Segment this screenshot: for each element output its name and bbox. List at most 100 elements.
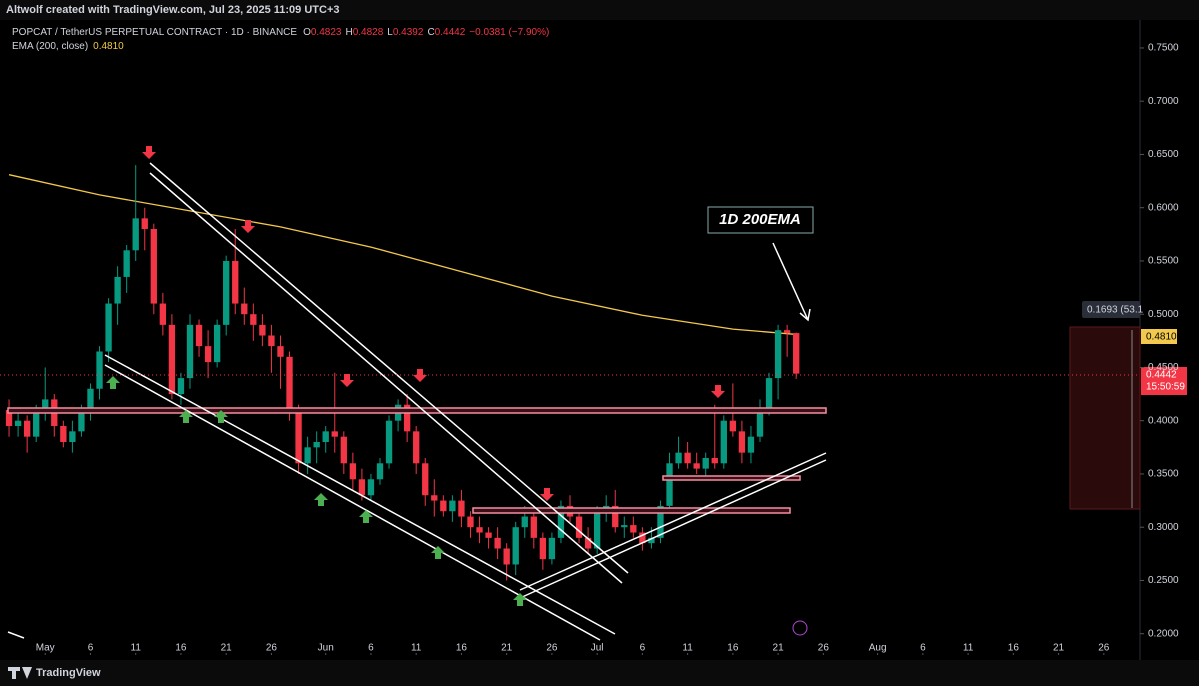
credit: Altwolf created with TradingView.com, Ju… xyxy=(6,4,339,16)
trendline xyxy=(104,364,601,641)
x-tick-label: 21 xyxy=(501,643,513,654)
candle-body xyxy=(440,500,447,512)
y-tick-label: 0.4000 xyxy=(1148,415,1179,426)
measure-label: 0.1693 (53.1 xyxy=(1087,305,1144,316)
candle-body xyxy=(123,250,130,277)
candle-body xyxy=(213,324,221,363)
sell-arrow xyxy=(413,369,427,382)
candle-body xyxy=(503,548,510,565)
candle-body xyxy=(168,324,176,395)
candle-body xyxy=(105,303,112,352)
sell-arrow xyxy=(241,220,255,233)
candle-body xyxy=(612,505,619,528)
candle-body xyxy=(114,276,121,304)
candle-body xyxy=(132,218,139,251)
candle-body xyxy=(557,505,565,538)
candle-body xyxy=(42,399,49,411)
candle-body xyxy=(349,463,357,480)
candle-body xyxy=(376,463,384,480)
x-tick-label: 26 xyxy=(546,643,558,654)
y-tick-label: 0.7500 xyxy=(1148,43,1179,54)
candle-body xyxy=(195,324,203,347)
y-tick-label: 0.7000 xyxy=(1148,96,1179,107)
brand-logo xyxy=(8,667,32,679)
candle-body xyxy=(141,218,148,229)
buy-arrow xyxy=(431,546,445,559)
last-price-label: 0.4442 xyxy=(1146,370,1177,381)
x-tick-label: 16 xyxy=(727,643,739,654)
x-tick-label: 21 xyxy=(221,643,233,654)
x-tick-label: 11 xyxy=(963,643,974,654)
candle-body xyxy=(639,532,646,544)
y-tick-label: 0.6000 xyxy=(1148,202,1179,213)
candle-body xyxy=(422,463,429,496)
candle-body xyxy=(23,420,31,437)
candle-body xyxy=(512,527,519,565)
candle-body xyxy=(675,452,682,464)
candle-body xyxy=(793,333,800,374)
annotation-box xyxy=(707,206,814,234)
x-tick-label: 11 xyxy=(411,643,422,654)
header-bar xyxy=(0,0,1199,20)
ema-price-box xyxy=(1141,329,1177,344)
candle-body xyxy=(756,410,764,437)
candle-body xyxy=(521,516,528,528)
candle-body xyxy=(322,431,329,442)
candle-body xyxy=(621,525,628,528)
x-tick-label: May xyxy=(36,643,55,654)
candle-body xyxy=(666,463,673,506)
trendline xyxy=(7,631,25,639)
annotation-arrowhead xyxy=(799,308,811,322)
x-tick-label: 6 xyxy=(88,643,94,654)
x-tick-label: 26 xyxy=(266,643,278,654)
trendline xyxy=(149,162,629,574)
candle-body xyxy=(548,537,556,560)
symbol-title: POPCAT / TetherUS PERPETUAL CONTRACT · 1… xyxy=(12,27,297,38)
candle-body xyxy=(530,516,537,538)
candle-body xyxy=(340,436,347,464)
ema-legend: EMA (200, close) 0.4810 xyxy=(12,41,124,52)
candle-body xyxy=(783,330,791,334)
ema-name: EMA (200, close) xyxy=(12,41,88,52)
candle-body xyxy=(584,537,592,549)
buy-arrow xyxy=(214,410,228,423)
candle-body xyxy=(177,378,185,395)
x-tick-label: 26 xyxy=(818,643,830,654)
y-tick-label: 0.4500 xyxy=(1148,362,1179,373)
x-tick-label: 16 xyxy=(175,643,187,654)
candle-body xyxy=(69,431,76,442)
ohlc-letter: C xyxy=(427,27,434,38)
x-tick-label: 6 xyxy=(640,643,646,654)
buy-arrow xyxy=(179,410,193,423)
candle-body xyxy=(648,537,655,544)
x-tick-label: 16 xyxy=(456,643,468,654)
candle-body xyxy=(458,500,465,517)
candle-body xyxy=(33,410,40,437)
ohlc-value: 0.4392 xyxy=(393,27,424,38)
ohlc-letter: O xyxy=(303,27,311,38)
ohlc-letter: L xyxy=(387,27,393,38)
y-tick-label: 0.6500 xyxy=(1148,149,1179,160)
buy-arrow xyxy=(314,493,328,506)
x-tick-label: Jul xyxy=(591,643,604,654)
candle-body xyxy=(304,447,311,464)
candle-body xyxy=(259,324,266,336)
measure-box xyxy=(1069,326,1141,510)
footer-bar xyxy=(0,660,1199,686)
trendline xyxy=(149,172,623,584)
candle-body xyxy=(413,431,420,464)
candle-body xyxy=(268,335,275,347)
x-tick-label: 26 xyxy=(1098,643,1110,654)
candle-body xyxy=(96,351,103,389)
candle-body xyxy=(702,457,709,469)
x-tick-label: 11 xyxy=(682,643,693,654)
countdown: 15:50:59 xyxy=(1146,382,1185,393)
sell-arrow xyxy=(340,374,354,387)
sell-arrow xyxy=(711,385,725,398)
candle-body xyxy=(449,500,456,512)
x-tick-label: Aug xyxy=(869,643,887,654)
measure-label-box xyxy=(1082,301,1140,318)
candle-body xyxy=(593,511,601,549)
